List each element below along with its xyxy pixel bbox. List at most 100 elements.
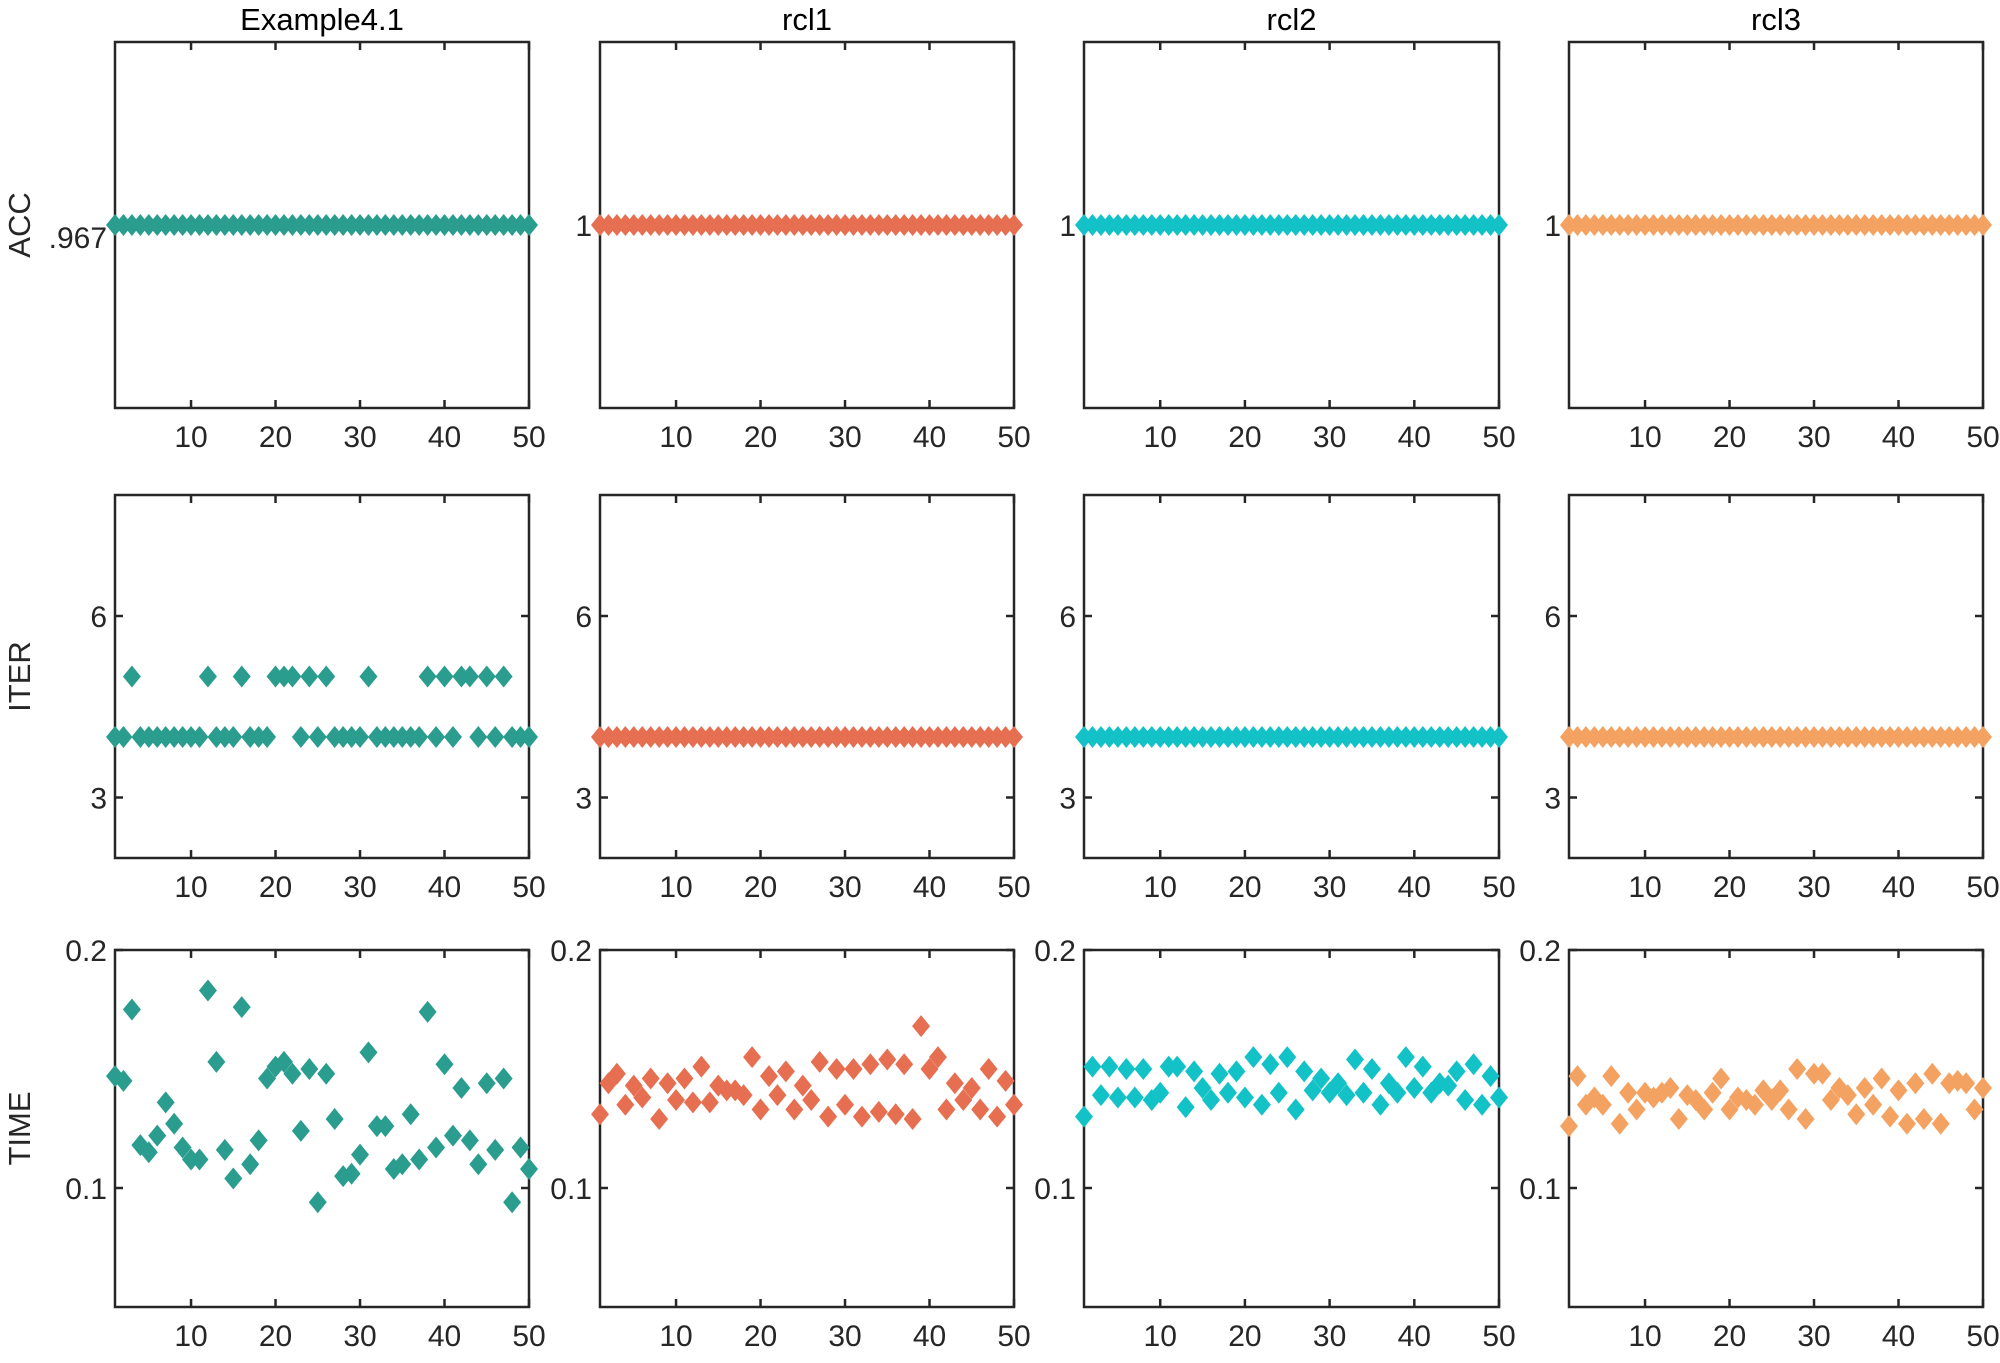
x-tick-label: 20 xyxy=(744,1320,777,1353)
data-point xyxy=(869,1100,888,1123)
y-tick-label: .967 xyxy=(49,222,107,255)
data-point xyxy=(624,1074,643,1097)
data-point xyxy=(443,726,462,748)
x-tick-label: 10 xyxy=(174,871,207,904)
data-point xyxy=(325,1107,344,1130)
x-tick-label: 20 xyxy=(1228,1320,1261,1353)
data-point xyxy=(1661,1077,1680,1100)
data-point xyxy=(920,1058,939,1080)
x-tick-label: 30 xyxy=(828,871,861,904)
x-tick-label: 10 xyxy=(174,421,207,454)
data-point xyxy=(503,1191,522,1214)
data-point xyxy=(692,1055,711,1078)
data-point xyxy=(486,726,505,748)
subplot-iter-0: 10 20 30 40 50 3 6 ITER xyxy=(2,493,546,904)
data-point xyxy=(819,1105,838,1128)
x-tick-label: 10 xyxy=(659,871,692,904)
data-point xyxy=(1362,1058,1381,1080)
data-point xyxy=(844,1058,863,1080)
axes-box xyxy=(1567,493,1985,860)
data-point xyxy=(469,726,488,748)
x-tick-label: 40 xyxy=(913,421,946,454)
data-point xyxy=(351,726,370,748)
data-point xyxy=(224,726,243,748)
data-point xyxy=(427,1136,446,1159)
x-tick-label: 30 xyxy=(1313,421,1346,454)
data-point xyxy=(427,726,446,748)
data-point xyxy=(258,1067,277,1090)
data-point xyxy=(393,1153,412,1176)
x-tick-label: 30 xyxy=(1313,871,1346,904)
data-point xyxy=(460,1129,479,1152)
data-point xyxy=(937,1098,956,1121)
y-tick-label: 0.1 xyxy=(1519,1173,1561,1206)
data-point xyxy=(1227,1060,1246,1083)
data-point xyxy=(198,979,217,1002)
data-point xyxy=(122,998,141,1021)
data-point xyxy=(1125,1086,1144,1109)
subplot-time-1: 10 20 30 40 50 0.1 0.2 xyxy=(550,935,1030,1353)
data-point xyxy=(114,726,133,748)
data-point xyxy=(1923,1062,1942,1085)
x-tick-label: 40 xyxy=(428,871,461,904)
data-point xyxy=(607,1062,626,1085)
data-point xyxy=(1235,1086,1254,1109)
data-point xyxy=(1312,1067,1331,1090)
data-point xyxy=(1855,1077,1874,1100)
data-point xyxy=(1931,1112,1950,1135)
data-point xyxy=(1889,1079,1908,1102)
x-tick-label: 50 xyxy=(1966,421,1999,454)
data-point xyxy=(317,1062,336,1085)
x-tick-label: 40 xyxy=(913,1320,946,1353)
data-point xyxy=(1117,1058,1136,1080)
y-tick-label: 0.1 xyxy=(550,1173,592,1206)
data-point xyxy=(861,1053,880,1076)
data-point xyxy=(1278,1046,1297,1069)
data-point xyxy=(376,1115,395,1138)
data-point xyxy=(1261,1053,1280,1076)
data-point xyxy=(945,1072,964,1095)
data-point xyxy=(878,1048,897,1071)
data-point xyxy=(675,1067,694,1090)
x-tick-label: 40 xyxy=(428,421,461,454)
data-point xyxy=(996,1069,1015,1092)
data-point xyxy=(1965,1098,1984,1121)
x-tick-label: 50 xyxy=(997,1320,1030,1353)
data-point xyxy=(1560,1115,1578,1138)
data-point xyxy=(751,1098,770,1121)
x-tick-label: 10 xyxy=(1144,421,1177,454)
data-point xyxy=(1252,1093,1271,1116)
x-tick-label: 10 xyxy=(174,1320,207,1353)
data-point xyxy=(317,665,336,688)
data-point xyxy=(1490,1086,1508,1109)
data-point xyxy=(494,1067,513,1090)
axes-box xyxy=(598,493,1016,860)
data-point xyxy=(291,1119,310,1142)
data-point xyxy=(1957,1072,1976,1095)
data-point xyxy=(1779,1098,1798,1121)
data-point xyxy=(776,1060,795,1083)
x-tick-label: 50 xyxy=(997,421,1030,454)
data-point xyxy=(249,1129,268,1152)
data-point xyxy=(241,1153,260,1176)
x-tick-label: 50 xyxy=(1966,1320,1999,1353)
subplot-title: Example4.1 xyxy=(240,2,404,37)
subplot-acc-2: 10 20 30 40 50 1 rcl2 xyxy=(1059,2,1515,454)
data-point xyxy=(912,1015,931,1038)
data-point xyxy=(190,726,209,748)
data-point xyxy=(743,1046,762,1069)
data-point xyxy=(1602,1065,1621,1088)
y-tick-label: 0.1 xyxy=(1034,1173,1076,1206)
subplot-title: rcl3 xyxy=(1751,2,1801,37)
x-tick-label: 20 xyxy=(1228,421,1261,454)
data-point xyxy=(768,1084,787,1107)
data-point xyxy=(418,1000,437,1023)
data-point xyxy=(1490,726,1508,748)
x-tick-label: 50 xyxy=(512,421,545,454)
data-point xyxy=(903,1107,922,1130)
x-tick-label: 50 xyxy=(1966,871,1999,904)
data-point xyxy=(1838,1084,1857,1107)
data-point xyxy=(359,665,378,688)
subplot-iter-3: 10 20 30 40 50 3 6 xyxy=(1544,493,2000,904)
data-point xyxy=(198,665,217,688)
